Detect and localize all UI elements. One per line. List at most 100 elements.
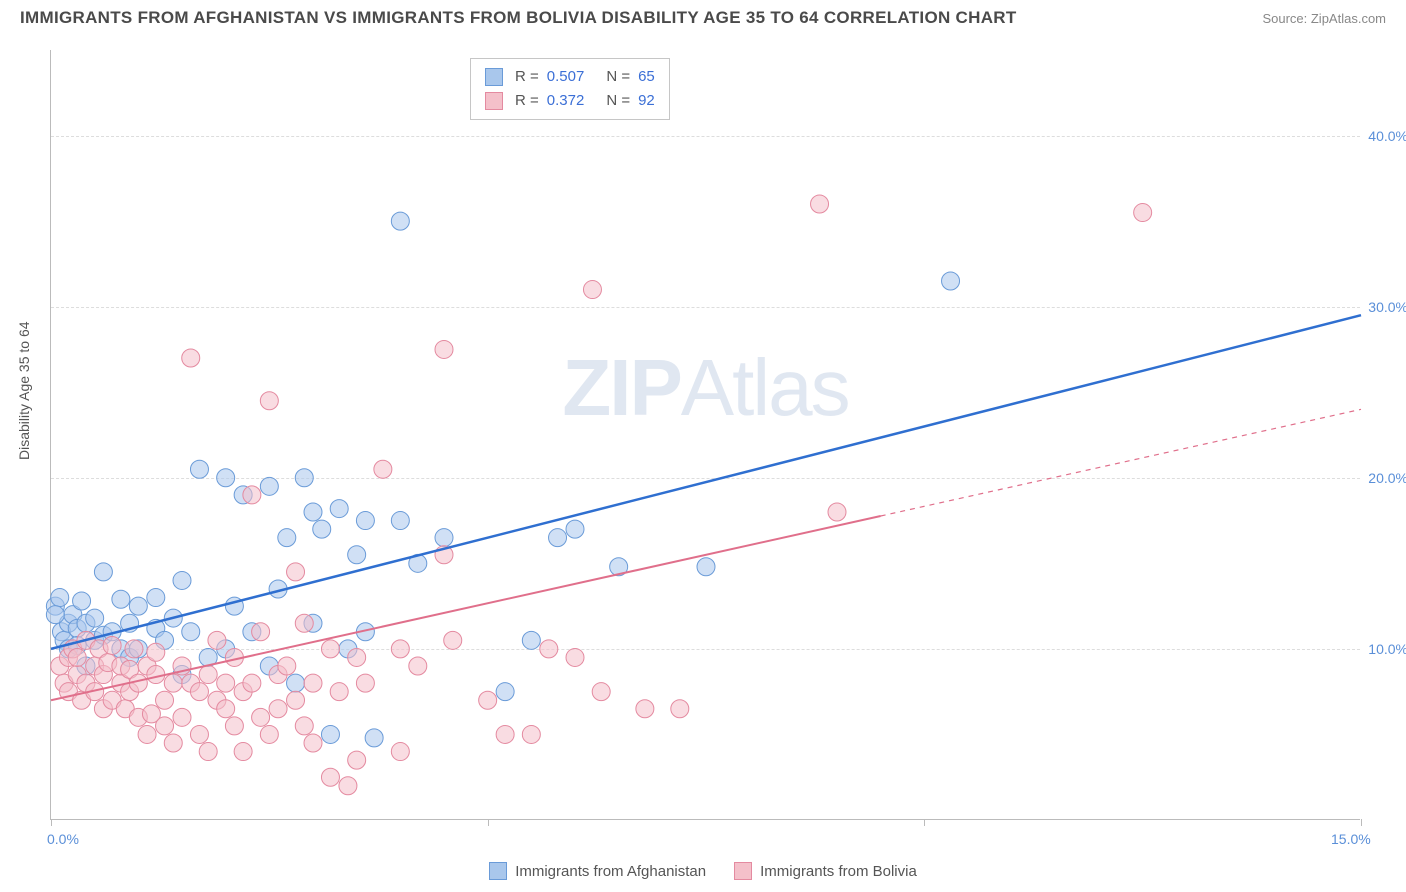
scatter-point (496, 725, 514, 743)
regression-line-extrapolated (881, 409, 1361, 516)
scatter-point (356, 674, 374, 692)
scatter-point (125, 640, 143, 658)
scatter-plot-svg (51, 50, 1360, 819)
legend-item-bolivia: Immigrants from Bolivia (734, 862, 917, 880)
scatter-point (942, 272, 960, 290)
scatter-point (339, 777, 357, 795)
scatter-point (287, 563, 305, 581)
scatter-point (391, 743, 409, 761)
y-axis-title: Disability Age 35 to 64 (16, 321, 32, 460)
scatter-point (182, 349, 200, 367)
scatter-point (199, 743, 217, 761)
scatter-point (217, 469, 235, 487)
scatter-point (182, 623, 200, 641)
scatter-point (828, 503, 846, 521)
scatter-point (278, 529, 296, 547)
scatter-point (295, 469, 313, 487)
scatter-point (540, 640, 558, 658)
scatter-point (365, 729, 383, 747)
scatter-point (173, 571, 191, 589)
scatter-point (164, 734, 182, 752)
scatter-point (566, 648, 584, 666)
x-tick-label: 0.0% (47, 831, 79, 847)
scatter-point (583, 281, 601, 299)
scatter-point (86, 609, 104, 627)
scatter-point (252, 708, 270, 726)
scatter-point (103, 636, 121, 654)
x-tick (488, 819, 489, 826)
scatter-point (129, 597, 147, 615)
y-tick-label: 20.0% (1368, 470, 1406, 486)
scatter-point (348, 546, 366, 564)
scatter-point (278, 657, 296, 675)
scatter-point (208, 631, 226, 649)
scatter-point (391, 512, 409, 530)
scatter-point (636, 700, 654, 718)
scatter-point (260, 477, 278, 495)
scatter-point (190, 725, 208, 743)
scatter-point (348, 751, 366, 769)
scatter-point (444, 631, 462, 649)
scatter-point (313, 520, 331, 538)
scatter-point (46, 606, 64, 624)
swatch-bolivia (485, 92, 503, 110)
scatter-point (697, 558, 715, 576)
scatter-point (566, 520, 584, 538)
scatter-point (391, 640, 409, 658)
scatter-point (147, 643, 165, 661)
scatter-point (73, 592, 91, 610)
scatter-point (94, 563, 112, 581)
scatter-point (217, 700, 235, 718)
scatter-point (321, 768, 339, 786)
scatter-point (330, 683, 348, 701)
scatter-point (260, 725, 278, 743)
scatter-point (330, 500, 348, 518)
y-tick-label: 10.0% (1368, 641, 1406, 657)
scatter-point (356, 512, 374, 530)
source-attribution: Source: ZipAtlas.com (1262, 11, 1386, 26)
scatter-point (321, 725, 339, 743)
scatter-point (243, 674, 261, 692)
swatch-bolivia-bottom (734, 862, 752, 880)
scatter-point (138, 725, 156, 743)
scatter-point (190, 460, 208, 478)
chart-plot-area: ZIPAtlas 10.0%20.0%30.0%40.0%0.0%15.0% (50, 50, 1360, 820)
scatter-point (156, 717, 174, 735)
swatch-afghanistan (485, 68, 503, 86)
scatter-point (435, 340, 453, 358)
y-tick-label: 40.0% (1368, 128, 1406, 144)
x-tick (51, 819, 52, 826)
scatter-point (496, 683, 514, 701)
scatter-point (1134, 204, 1152, 222)
legend-row-bolivia: R = 0.372 N = 92 (485, 89, 655, 113)
scatter-point (811, 195, 829, 213)
scatter-point (147, 589, 165, 607)
scatter-point (217, 674, 235, 692)
scatter-point (287, 691, 305, 709)
scatter-point (671, 700, 689, 718)
scatter-point (260, 392, 278, 410)
scatter-point (243, 486, 261, 504)
series-legend: Immigrants from Afghanistan Immigrants f… (0, 862, 1406, 880)
scatter-point (304, 674, 322, 692)
scatter-point (304, 503, 322, 521)
scatter-point (190, 683, 208, 701)
scatter-point (51, 589, 69, 607)
scatter-point (409, 657, 427, 675)
scatter-point (112, 590, 130, 608)
x-tick (924, 819, 925, 826)
chart-title: IMMIGRANTS FROM AFGHANISTAN VS IMMIGRANT… (20, 8, 1017, 28)
scatter-point (391, 212, 409, 230)
scatter-point (156, 691, 174, 709)
scatter-point (295, 614, 313, 632)
scatter-point (164, 674, 182, 692)
scatter-point (304, 734, 322, 752)
scatter-point (269, 700, 287, 718)
scatter-point (374, 460, 392, 478)
scatter-point (287, 674, 305, 692)
scatter-point (592, 683, 610, 701)
scatter-point (225, 717, 243, 735)
scatter-point (199, 666, 217, 684)
legend-item-afghanistan: Immigrants from Afghanistan (489, 862, 706, 880)
scatter-point (435, 529, 453, 547)
